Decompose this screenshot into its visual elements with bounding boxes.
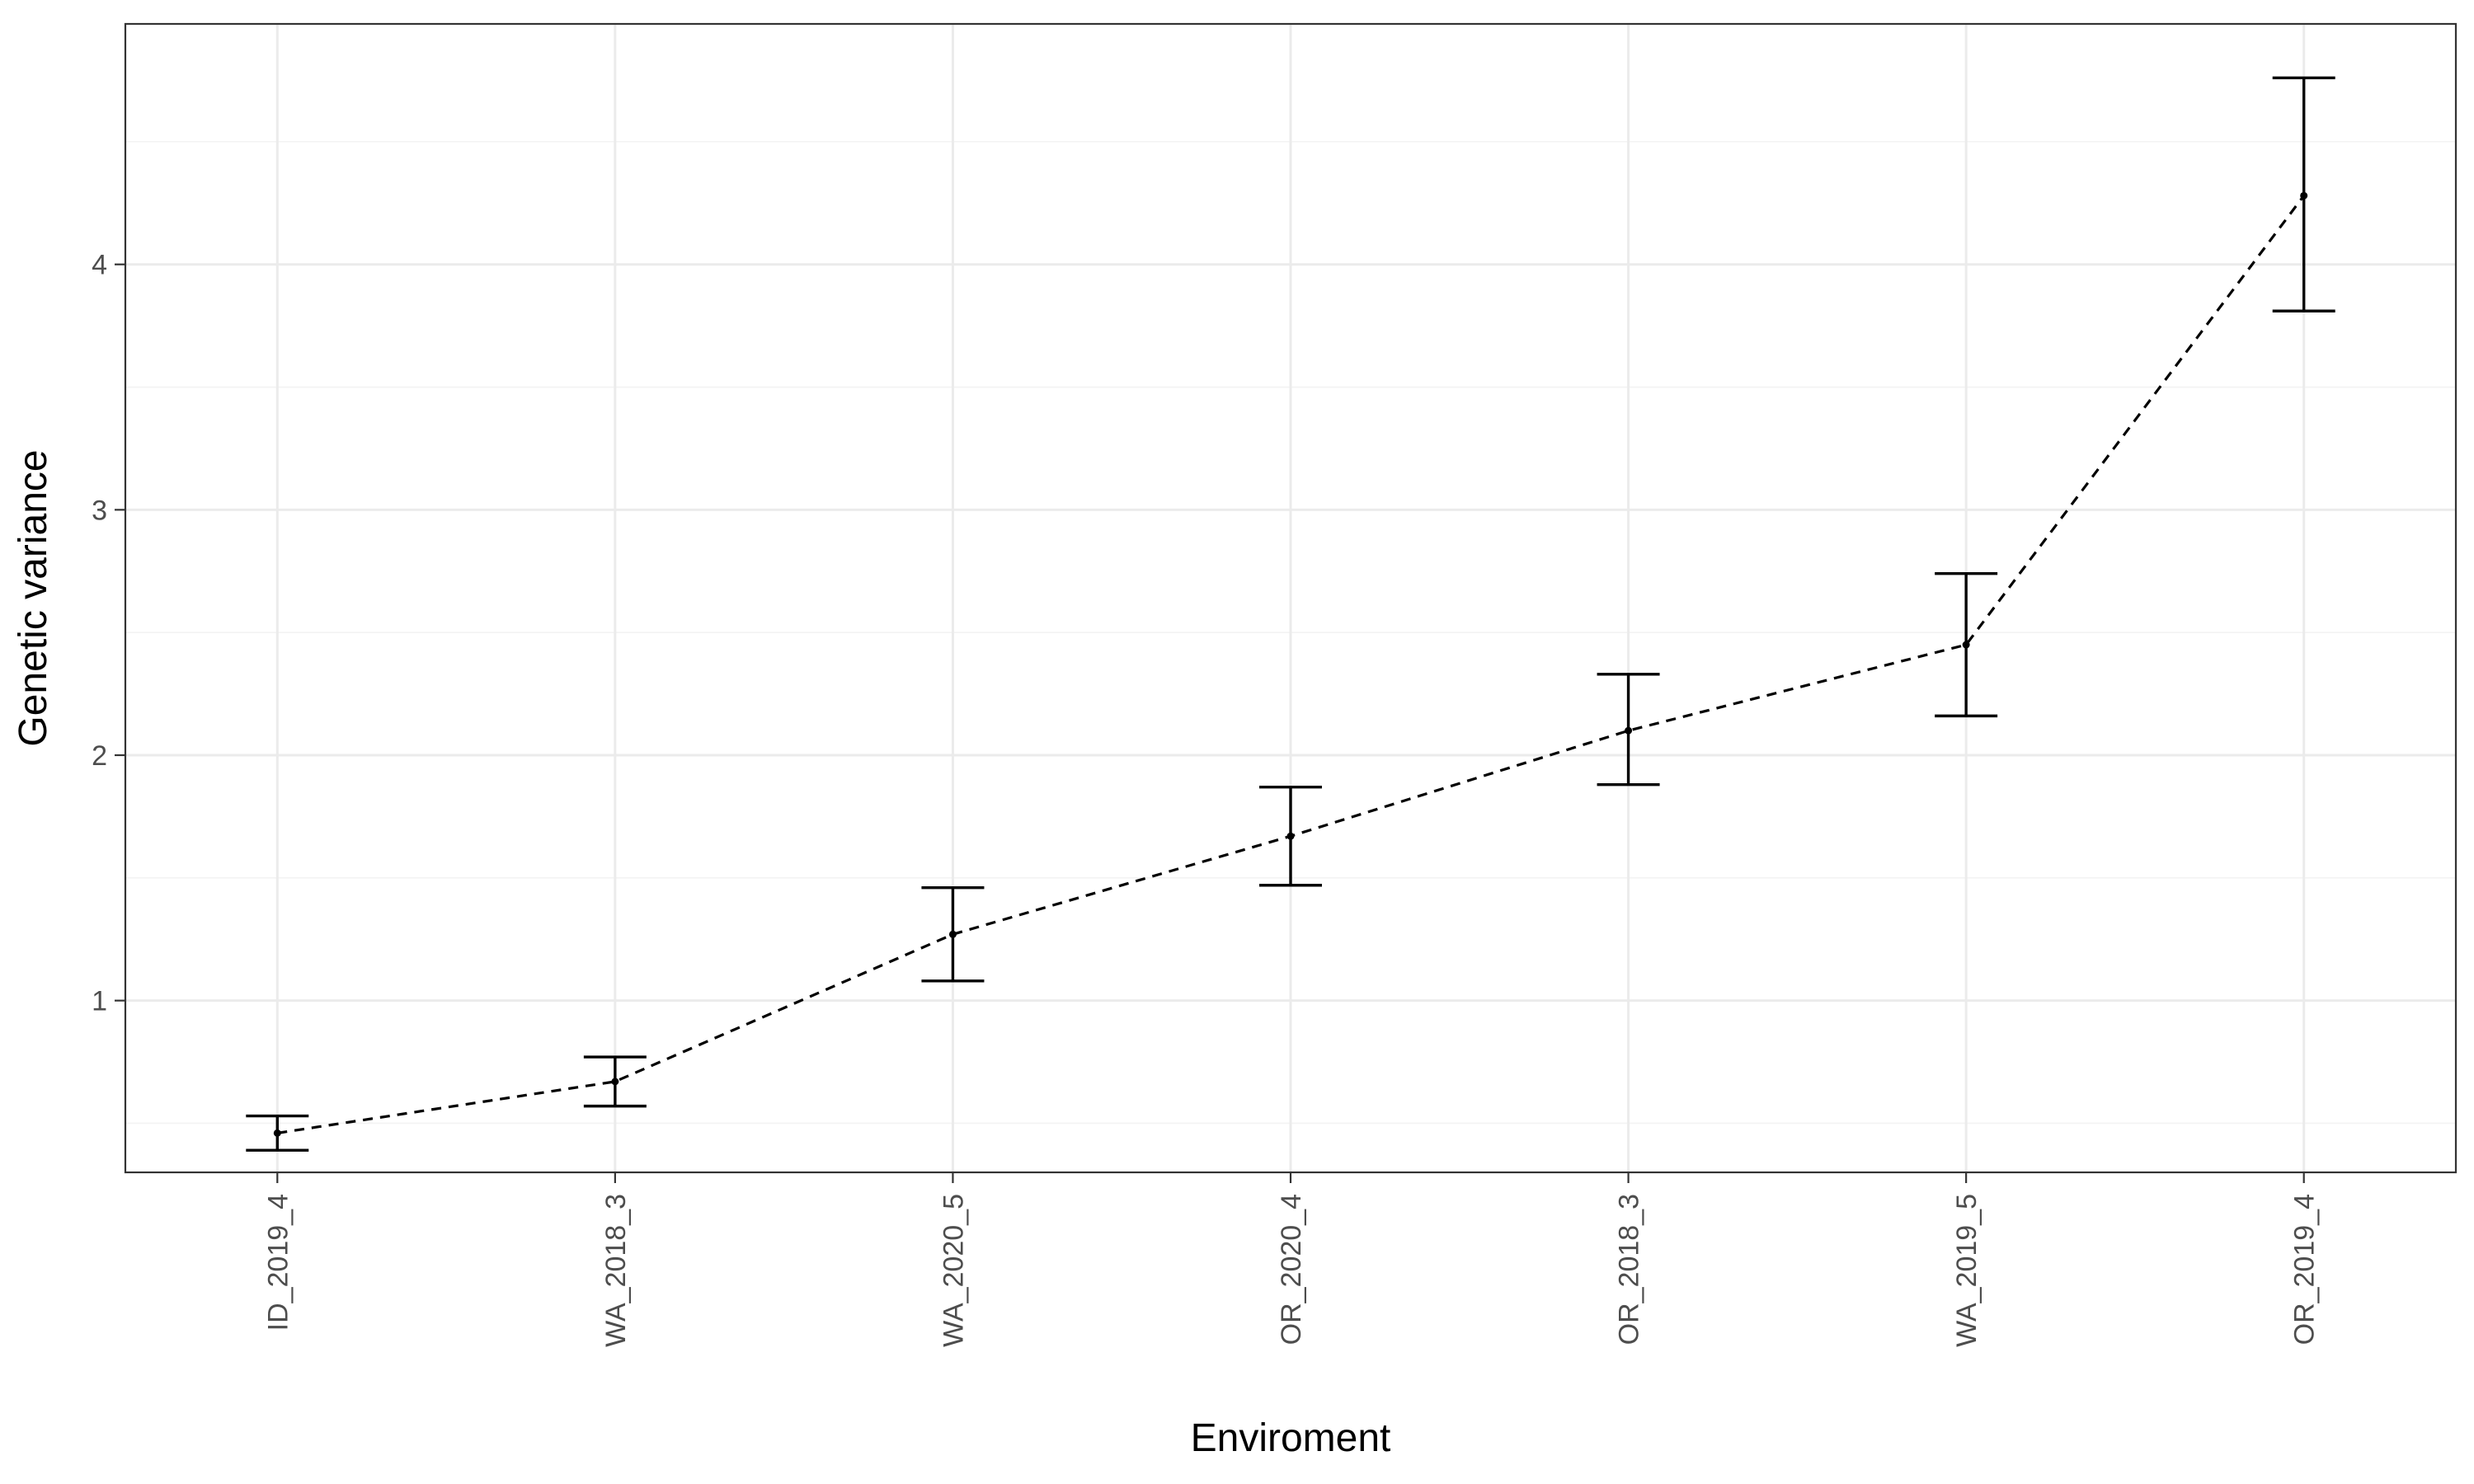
data-point bbox=[273, 1129, 281, 1137]
data-point bbox=[1286, 832, 1295, 840]
x-tick-label: ID_2019_4 bbox=[262, 1194, 294, 1331]
axis-layer: 1 2 3 4 ID_2019_4 WA_2018_3 WA_2020_5 OR_2020_4… bbox=[92, 250, 2321, 1347]
data-point bbox=[1962, 641, 1970, 649]
data-point bbox=[948, 930, 957, 938]
y-tick-label: 3 bbox=[92, 495, 107, 526]
data-point bbox=[2300, 191, 2308, 200]
y-axis-title: Genetic variance bbox=[12, 449, 55, 746]
x-tick-label: WA_2020_5 bbox=[938, 1194, 969, 1347]
data-point bbox=[1625, 726, 1633, 735]
x-tick-label: OR_2018_3 bbox=[1614, 1194, 1645, 1345]
x-tick-label: OR_2019_4 bbox=[2289, 1194, 2321, 1345]
x-axis-title: Enviroment bbox=[1191, 1416, 1391, 1460]
x-tick-label: WA_2019_5 bbox=[1951, 1194, 1982, 1347]
x-tick-label: WA_2018_3 bbox=[600, 1194, 632, 1347]
y-tick-label: 4 bbox=[92, 250, 107, 281]
data-layer bbox=[246, 76, 2335, 1152]
data-point bbox=[611, 1078, 619, 1086]
x-tick-label: OR_2020_4 bbox=[1276, 1194, 1307, 1345]
y-tick-label: 1 bbox=[92, 986, 107, 1017]
grid-lines bbox=[125, 24, 2456, 1172]
y-tick-label: 2 bbox=[92, 740, 107, 772]
